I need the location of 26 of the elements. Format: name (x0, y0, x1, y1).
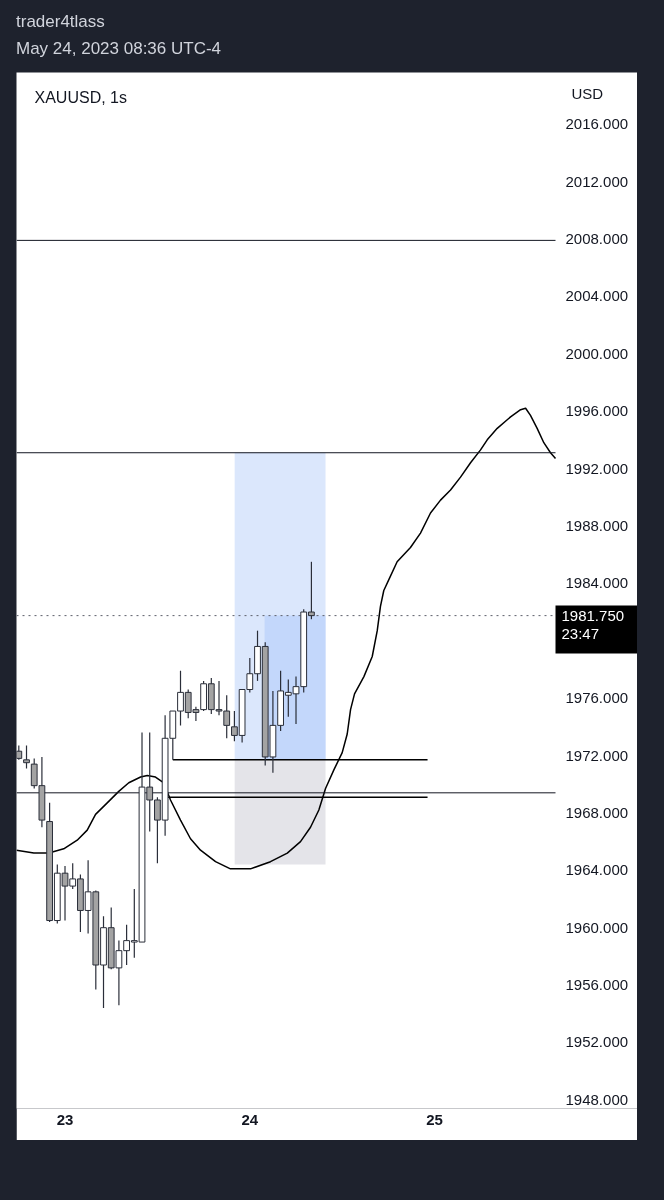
x-tick-label: 25 (426, 1110, 443, 1128)
y-tick-label: 1964.000 (565, 861, 629, 879)
y-tick-label: 1960.000 (565, 918, 629, 936)
y-tick-label: 1948.000 (565, 1090, 629, 1108)
line-series (16, 407, 557, 870)
y-tick-label: 2016.000 (565, 115, 629, 133)
ref-line-label: 1981.750 23:47 (561, 606, 625, 643)
y-axis-title: USD (571, 84, 604, 102)
y-tick-label: 2012.000 (565, 172, 629, 190)
y-tick-label: 1972.000 (565, 746, 629, 764)
y-tick-label: 1984.000 (565, 574, 629, 592)
y-tick-label: 1952.000 (565, 1033, 629, 1051)
y-tick-label: 1996.000 (565, 402, 629, 420)
y-tick-label: 2004.000 (565, 287, 629, 305)
y-tick-label: 1992.000 (565, 459, 629, 477)
y-tick-label: 1988.000 (565, 516, 629, 534)
y-tick-label: 2008.000 (565, 229, 629, 247)
text: XAUUSD, 1s (34, 88, 127, 106)
chart-subtitle: trader4tlass May 24, 2023 08:36 UTC-4 (16, 11, 222, 60)
y-tick-label: 1976.000 (565, 689, 629, 707)
x-tick-label: 24 (241, 1110, 259, 1128)
y-tick-label: 2000.000 (565, 344, 629, 362)
y-tick-label: 1956.000 (565, 976, 629, 994)
candlestick (23, 744, 30, 770)
y-tick-label: 1968.000 (565, 803, 629, 821)
x-tick-label: 23 (56, 1110, 74, 1128)
